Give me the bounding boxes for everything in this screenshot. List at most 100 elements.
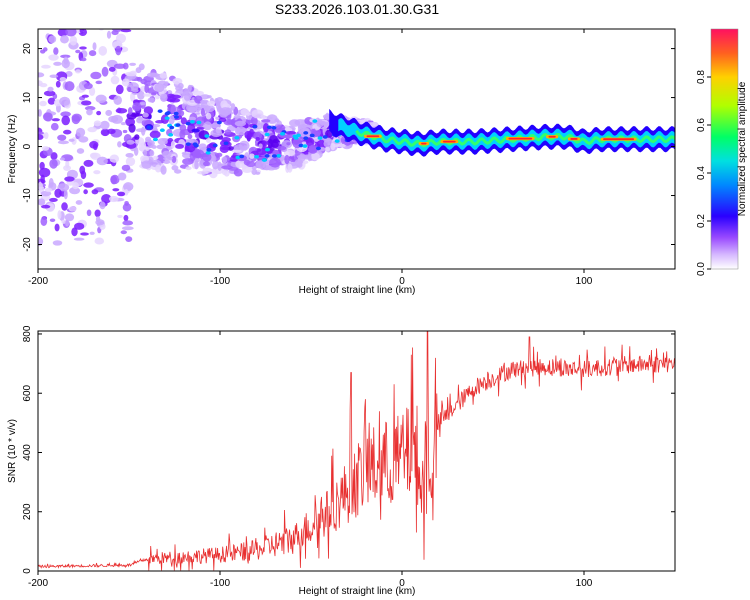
spectrogram-cell: [95, 94, 107, 104]
spectrogram-cell: [51, 23, 61, 28]
spectrogram-cell: [160, 93, 167, 99]
spectrogram-cell: [169, 98, 181, 103]
spectrogram-cell: [67, 2, 72, 8]
spectrogram-frame: [37, 28, 676, 270]
spectrogram-cell: [64, 10, 70, 19]
spectrogram-cell: [79, 0, 84, 5]
spectrogram-cell: [128, 123, 136, 133]
spectrogram-cell: [129, 62, 137, 66]
spectrogram-cell: [38, 198, 46, 206]
spectrogram-cell: [171, 165, 179, 171]
spectrogram-cell: [64, 176, 75, 182]
spectrogram-cell: [71, 113, 83, 122]
spectrogram-cell: [113, 29, 115, 30]
figure-title: S233.2026.103.01.30.G31: [275, 1, 439, 17]
spectrogram-hotspot: [193, 143, 199, 148]
spectrogram-cell: [115, 107, 128, 114]
spectrogram-cell: [105, 109, 113, 117]
signal-ridge: [329, 108, 675, 157]
spectrogram-cell: [203, 161, 210, 167]
spectrogram-cell: [47, 86, 54, 92]
spectrogram-cell: [72, 182, 79, 190]
spectrogram-cell: [65, 70, 73, 77]
spectrogram-cell: [122, 62, 129, 70]
spectrogram-cell: [88, 5, 96, 8]
spectrogram-cell: [262, 122, 269, 133]
spectrogram-cell: [192, 90, 204, 96]
spectrogram-cell: [95, 219, 105, 226]
spectrogram-cell: [87, 126, 97, 133]
spectrogram-cell: [244, 130, 253, 139]
spectrogram-hotspot: [189, 119, 195, 124]
spectrogram-cell: [45, 23, 50, 26]
snr-y-label: SNR (10 * v/v): [7, 419, 18, 483]
spectrogram-cell: [269, 157, 281, 168]
spectrogram-cell: [41, 64, 51, 69]
spectrogram-hotspot: [159, 128, 165, 133]
spectrogram-cell: [61, 58, 70, 69]
snr-ytick-label: 200: [22, 503, 33, 520]
spectrogram-cell: [83, 3, 91, 13]
spectrogram-cell: [163, 156, 173, 161]
spectrogram-hotspot: [205, 150, 211, 155]
spectrogram-cell: [194, 150, 201, 158]
spectrogram-cell: [79, 46, 87, 50]
spectrogram-cell: [61, 14, 67, 20]
spectrogram-cell: [255, 159, 266, 169]
spectrogram-cell: [74, 222, 85, 230]
snr-frame: [37, 330, 676, 572]
spectrogram-cell: [115, 45, 122, 56]
spectrogram-cell: [187, 106, 198, 113]
spectrogram-cell: [69, 35, 78, 46]
spectrogram-cell: [307, 153, 312, 162]
spectrogram-cell: [56, 7, 65, 10]
spectrogram-cell: [59, 157, 66, 161]
spectrogram-cell: [223, 170, 230, 177]
spectrogram-cell: [169, 94, 182, 99]
spectrogram-cell: [41, 146, 50, 151]
spectrogram-cell: [175, 143, 185, 149]
spectrogram-cell: [107, 128, 116, 134]
spectrogram-hotspot: [298, 143, 304, 148]
spectrogram-cell: [98, 45, 108, 56]
spectrogram-cell: [143, 149, 148, 156]
spectrogram-cell: [132, 113, 143, 117]
spectrogram-cell: [142, 112, 149, 118]
spectrogram-cell: [89, 0, 100, 2]
spectrogram-cell: [40, 174, 45, 184]
spectrogram-cell: [101, 66, 109, 77]
spectrogram-cell: [68, 138, 75, 142]
spectrogram-cell: [120, 29, 132, 33]
spectrogram-cell: [89, 140, 99, 149]
spectrogram-cell: [38, 167, 51, 178]
spectrogram-cell: [188, 116, 196, 121]
spectrogram-cell: [219, 144, 230, 154]
spectrogram-cell: [60, 35, 69, 44]
spectrogram-cell: [149, 149, 155, 157]
spectrogram-cell: [93, 12, 103, 21]
spectrogram-cell: [141, 160, 152, 169]
spectrogram-cell: [147, 97, 155, 103]
spectrogram-cell: [174, 169, 182, 174]
spectrogram-cell: [38, 131, 44, 135]
spectrogram-cell: [38, 10, 44, 15]
spectrogram-cell: [206, 95, 212, 99]
spectrogram-cell: [55, 80, 61, 88]
spectrogram-cell: [53, 11, 59, 17]
spectrogram-cell: [71, 1, 80, 8]
spectrogram-cell: [210, 129, 223, 137]
spectrogram-cell: [112, 188, 120, 192]
spectrogram-ytick-label: -10: [22, 188, 33, 203]
spectrogram-cell: [179, 124, 187, 132]
spectrogram-cell: [48, 14, 58, 20]
spectrogram-cell: [84, 106, 96, 111]
spectrogram-hotspot: [216, 120, 222, 125]
spectrogram-cell: [50, 14, 56, 23]
spectrogram-cell: [125, 236, 133, 243]
spectrogram-hotspot: [271, 154, 277, 158]
spectrogram-cell: [325, 112, 330, 121]
spectrogram-x-label: Height of straight line (km): [299, 285, 416, 296]
spectrogram-cell: [137, 90, 145, 100]
spectrogram-cell: [310, 152, 320, 161]
